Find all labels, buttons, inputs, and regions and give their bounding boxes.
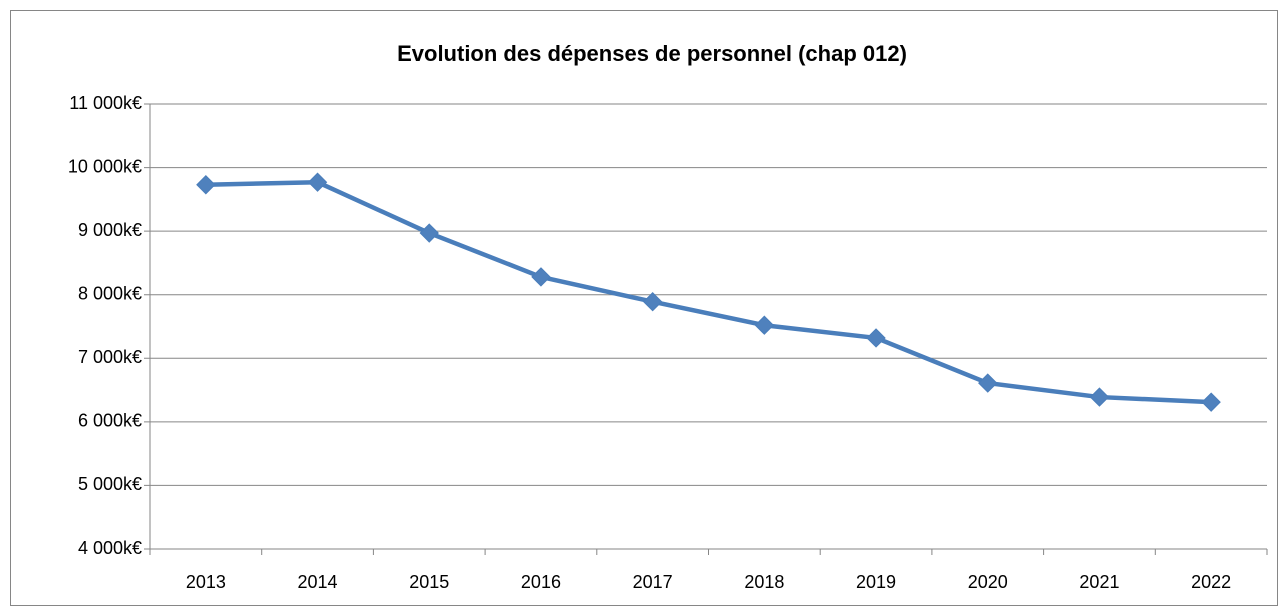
marker bbox=[1089, 387, 1110, 407]
marker bbox=[866, 328, 886, 348]
marker bbox=[307, 172, 328, 192]
x-tick-label: 2022 bbox=[1191, 572, 1231, 592]
y-tick-label: 10 000k€ bbox=[68, 156, 142, 176]
marker bbox=[978, 373, 998, 393]
chart-border bbox=[10, 10, 1278, 606]
marker bbox=[754, 315, 775, 335]
y-tick-label: 7 000k€ bbox=[78, 347, 142, 367]
x-tick-label: 2016 bbox=[521, 572, 561, 592]
marker bbox=[642, 291, 663, 312]
y-tick-label: 11 000k€ bbox=[69, 93, 142, 113]
x-tick-label: 2020 bbox=[968, 572, 1008, 592]
x-tick-label: 2014 bbox=[298, 572, 338, 592]
x-tick-label: 2021 bbox=[1079, 572, 1119, 592]
marker bbox=[419, 223, 439, 243]
line-series bbox=[205, 179, 1212, 405]
chart-title: Evolution des dépenses de personnel (cha… bbox=[397, 41, 907, 66]
marker bbox=[531, 267, 551, 287]
y-tick-label: 6 000k€ bbox=[78, 411, 142, 431]
y-tick-label: 4 000k€ bbox=[78, 538, 142, 558]
marker bbox=[196, 175, 216, 195]
y-tick-label: 8 000k€ bbox=[78, 283, 142, 303]
x-tick-label: 2013 bbox=[186, 572, 226, 592]
x-tick-label: 2015 bbox=[409, 572, 449, 592]
x-tick-label: 2017 bbox=[633, 572, 673, 592]
y-tick-label: 9 000k€ bbox=[78, 220, 142, 240]
marker bbox=[1201, 392, 1221, 412]
x-tick-label: 2018 bbox=[744, 572, 784, 592]
y-tick-label: 5 000k€ bbox=[78, 474, 142, 494]
x-tick-label: 2019 bbox=[856, 572, 896, 592]
